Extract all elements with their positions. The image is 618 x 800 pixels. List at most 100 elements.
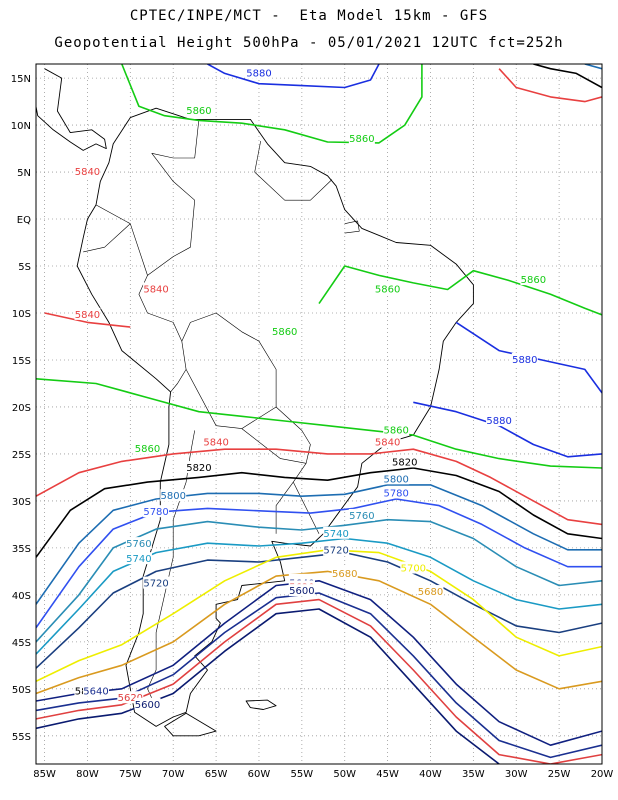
contour-label-bg — [331, 567, 358, 580]
country-border — [254, 171, 333, 201]
contour-label-bg — [348, 132, 375, 145]
contour-label-5740: 5740 — [126, 554, 151, 565]
lon-tick-label: 55W — [291, 769, 314, 780]
lat-tick-label: 5S — [18, 262, 31, 273]
contour-label-bg — [143, 505, 170, 518]
contour-label-bg — [383, 486, 410, 499]
contour-label-5840: 5840 — [375, 438, 400, 449]
lat-tick-label: 55S — [12, 732, 31, 743]
contour-label-bg — [74, 307, 101, 320]
contour-label-5860: 5860 — [375, 285, 400, 296]
country-border — [254, 140, 261, 173]
contour-label-5760: 5760 — [126, 539, 151, 550]
lat-tick-label: 20S — [12, 403, 31, 414]
contour-label-5620: 5620 — [118, 693, 143, 704]
falkland-islands-coastline — [245, 699, 277, 710]
contour-label-bg — [125, 537, 152, 550]
lon-tick-label: 20W — [591, 769, 614, 780]
contour-label-5860: 5860 — [521, 275, 546, 286]
south-america-coastline — [76, 107, 474, 727]
lat-tick-label: 10S — [12, 309, 31, 320]
contour-5860 — [318, 265, 602, 316]
contour-label-5780: 5780 — [143, 507, 168, 518]
longitude-labels: 85W 80W 75W 70W 65W 60W 55W 50W 45W 40W 35W 30W 25W 2… — [33, 769, 613, 780]
country-border — [293, 481, 320, 534]
lat-tick-label: 5N — [17, 168, 31, 179]
contour-5600 — [36, 608, 500, 764]
contour-label-bg — [185, 103, 212, 116]
contour-label-bg — [374, 282, 401, 295]
contour-5680 — [36, 570, 602, 695]
contour-5860 — [121, 64, 423, 144]
contour-label-bg — [125, 552, 152, 565]
contour-5620 — [36, 598, 602, 764]
contour-label-bg — [160, 489, 187, 502]
lon-tick-label: 50W — [333, 769, 356, 780]
contour-5880 — [207, 64, 380, 89]
contour-label-5860: 5860 — [272, 327, 297, 338]
contour-5880 — [455, 321, 602, 394]
central-america-coastline — [36, 68, 107, 151]
contour-label-bg — [134, 697, 161, 710]
contour-label-5880: 5880 — [246, 68, 271, 79]
contour-label-bg — [74, 165, 101, 178]
contour-label-5860: 5860 — [135, 444, 160, 455]
contour-label-bg — [323, 543, 350, 556]
contour-label-bg — [417, 585, 444, 598]
island-coastline — [344, 220, 360, 234]
contour-label-5800: 5800 — [160, 491, 185, 502]
lon-tick-label: 40W — [419, 769, 442, 780]
lat-tick-label: 35S — [12, 544, 31, 555]
contour-label-5880: 5880 — [512, 355, 537, 366]
contour-5880 — [413, 401, 602, 458]
lon-tick-label: 35W — [462, 769, 485, 780]
contour-label-bg — [245, 66, 272, 79]
lat-tick-label: 25S — [12, 450, 31, 461]
contour-label-5860: 5860 — [186, 106, 211, 117]
contour-5840 — [36, 448, 602, 526]
contour-5840 — [498, 68, 602, 103]
contour-label-5840: 5840 — [75, 310, 100, 321]
contour-label-5720: 5720 — [143, 579, 168, 590]
lat-tick-label: 50S — [12, 685, 31, 696]
contour-label-bg — [185, 461, 212, 474]
contour-label-5840: 5840 — [203, 438, 228, 449]
map-title-line-1: CPTEC/INPE/MCT - Eta Model 15km - GFS — [129, 8, 489, 24]
lat-tick-label: 10N — [11, 121, 31, 132]
contour-label-bg — [383, 423, 410, 436]
lon-tick-label: 85W — [33, 769, 56, 780]
contour-label-bg — [391, 455, 418, 468]
lat-tick-label: 15S — [12, 356, 31, 367]
contour-label-bg — [323, 526, 350, 539]
contour-5820 — [533, 64, 602, 89]
contour-5660 — [36, 580, 602, 746]
lon-tick-label: 45W — [376, 769, 399, 780]
lon-tick-label: 65W — [205, 769, 228, 780]
map-title-line-2: Geopotential Height 500hPa - 05/01/2021 … — [54, 35, 564, 51]
country-border — [95, 204, 148, 276]
contour-label-bg — [400, 561, 427, 574]
contour-label-5760: 5760 — [349, 511, 374, 522]
contour-5840 — [44, 312, 131, 328]
lon-tick-label: 30W — [505, 769, 528, 780]
contour-label-5880: 5880 — [486, 416, 511, 427]
contour-label-bg — [83, 684, 110, 697]
contour-label-bg — [383, 472, 410, 485]
contour-label-bg — [511, 352, 538, 365]
contour-label-5740: 5740 — [323, 529, 348, 540]
contour-label-bg — [143, 282, 170, 295]
contour-label-5720: 5720 — [323, 546, 348, 557]
latitude-labels: 15N 10N 5N EQ 5S 10S 15S 20S 25S 30S 35S 40S 45S 50S 5… — [11, 74, 31, 743]
lon-tick-label: 70W — [162, 769, 185, 780]
lon-tick-label: 75W — [119, 769, 142, 780]
contour-5740 — [36, 537, 602, 655]
contour-label-bg — [520, 273, 547, 286]
contour-label-5680: 5680 — [418, 587, 443, 598]
contour-label-5860: 5860 — [383, 425, 408, 436]
lat-tick-label: EQ — [17, 215, 31, 226]
lat-tick-label: 40S — [12, 591, 31, 602]
contour-label-bg — [486, 414, 513, 427]
contour-5800 — [36, 484, 602, 605]
contour-label-5680: 5680 — [332, 569, 357, 580]
